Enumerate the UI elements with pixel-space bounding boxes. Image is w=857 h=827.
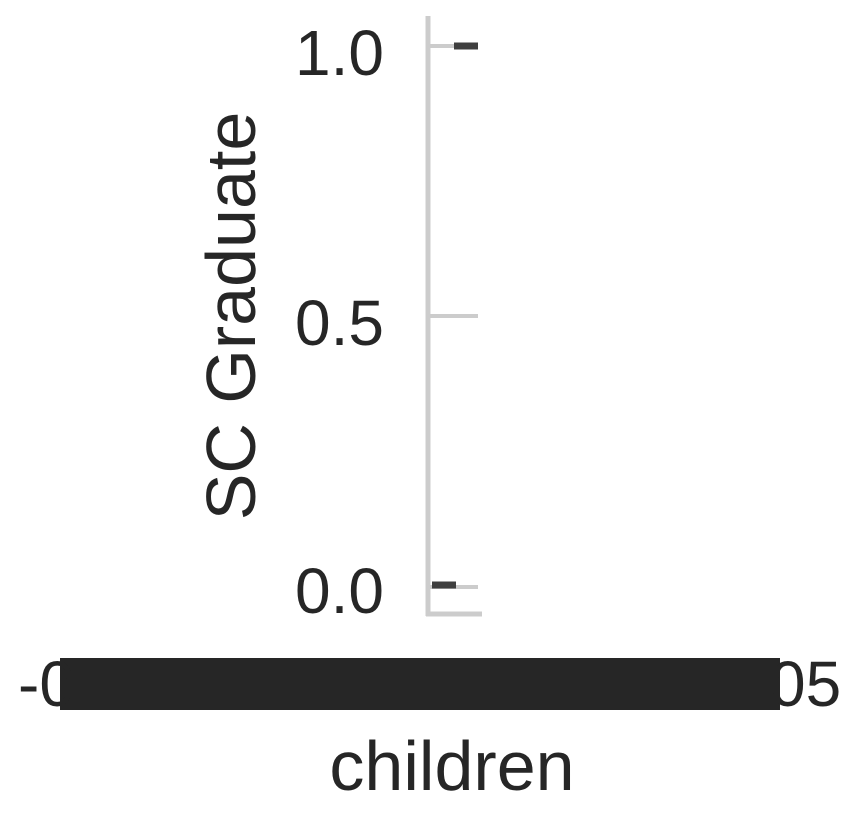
- x-axis-label: children: [329, 727, 574, 805]
- x-tick-label-left: -0: [18, 648, 75, 720]
- x-tick-labels: -0 05: [18, 648, 841, 720]
- y-tick-label-0: 0.0: [295, 555, 384, 627]
- y-tick-label-1: 1.0: [295, 17, 384, 89]
- y-axis-label: SC Graduate: [192, 112, 270, 521]
- y-tick-label-05: 0.5: [295, 287, 384, 359]
- x-tick-label-right: 05: [770, 648, 841, 720]
- x-tick-label-smear: [60, 658, 780, 710]
